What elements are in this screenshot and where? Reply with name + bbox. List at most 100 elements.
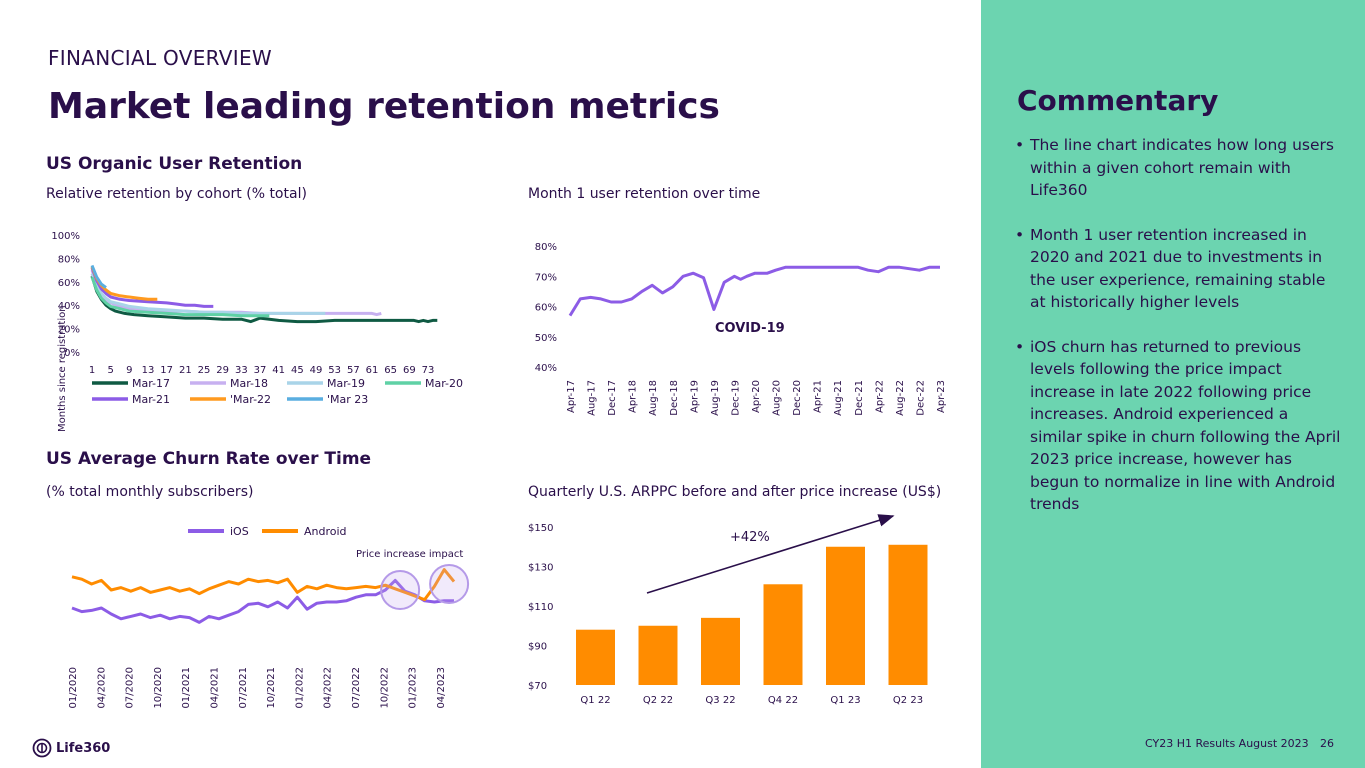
cohort-x-tick: 25 bbox=[198, 365, 211, 376]
legend-label: Mar-19 bbox=[327, 377, 365, 390]
legend-label: Android bbox=[304, 525, 347, 538]
commentary-bullet: The line chart indicates how long users … bbox=[1015, 134, 1345, 202]
churn-x-tick: 04/2020 bbox=[96, 667, 107, 709]
price-increase-annotation: Price increase impact bbox=[356, 549, 463, 560]
legend-label: Mar-21 bbox=[132, 393, 170, 406]
month1-x-tick: Aug-22 bbox=[895, 380, 906, 416]
arppc-x-tick: Q1 22 bbox=[580, 695, 610, 706]
cohort-x-tick: 73 bbox=[422, 365, 435, 376]
legend-label: 'Mar 23 bbox=[327, 393, 368, 406]
cohort-x-tick: 61 bbox=[366, 365, 379, 376]
churn-x-tick: 04/2023 bbox=[436, 667, 447, 709]
cohort-series-line bbox=[90, 273, 326, 315]
cohort-y-tick: 20% bbox=[58, 325, 80, 336]
churn-x-tick: 01/2022 bbox=[294, 667, 305, 709]
arppc-bar bbox=[638, 625, 678, 685]
covid-label: COVID-19 bbox=[715, 321, 785, 336]
cohort-retention-chart: 0% 20% 40% 60% 80% 100% 1 5 9 13 17 21 25 29 33 37 41 45… bbox=[51, 231, 463, 432]
churn-chart-title: (% total monthly subscribers) bbox=[46, 484, 254, 500]
footer-caption: CY23 H1 Results August 2023 bbox=[1145, 737, 1309, 750]
month1-x-tick: Aug-20 bbox=[772, 380, 783, 416]
cohort-x-tick: 17 bbox=[160, 365, 173, 376]
month1-retention-chart: 40% 50% 60% 70% 80% Apr-17 Aug-17 Dec-17 Apr-18… bbox=[535, 242, 947, 416]
month1-x-tick: Dec-22 bbox=[915, 380, 926, 416]
month1-x-tick: Apr-17 bbox=[566, 380, 577, 413]
arppc-y-tick: $70 bbox=[528, 681, 547, 692]
month1-y-tick: 70% bbox=[535, 272, 557, 283]
cohort-x-tick: 1 bbox=[89, 365, 95, 376]
month1-x-tick: Apr-19 bbox=[689, 380, 700, 413]
cohort-x-tick: 41 bbox=[272, 365, 285, 376]
month1-x-tick: Apr-21 bbox=[813, 380, 824, 413]
arppc-x-tick: Q2 22 bbox=[643, 695, 673, 706]
arppc-y-tick: $90 bbox=[528, 642, 547, 653]
churn-x-tick: 01/2020 bbox=[68, 667, 79, 709]
cohort-x-tick: 21 bbox=[179, 365, 192, 376]
page-title: Market leading retention metrics bbox=[48, 86, 720, 127]
month1-x-tick: Apr-18 bbox=[628, 380, 639, 413]
churn-section-title: US Average Churn Rate over Time bbox=[46, 449, 372, 469]
legend-label: iOS bbox=[230, 525, 249, 538]
month1-y-tick: 40% bbox=[535, 363, 557, 374]
churn-x-tick: 10/2022 bbox=[379, 667, 390, 709]
arppc-y-tick: $150 bbox=[528, 523, 553, 534]
legend-label: Mar-18 bbox=[230, 377, 268, 390]
churn-x-tick: 10/2020 bbox=[153, 667, 164, 709]
arppc-chart-title: Quarterly U.S. ARPPC before and after pr… bbox=[528, 484, 942, 500]
month1-x-tick: Apr-23 bbox=[936, 380, 947, 413]
arppc-bar bbox=[888, 544, 928, 685]
churn-x-tick: 07/2020 bbox=[125, 667, 136, 709]
month1-x-tick: Aug-17 bbox=[587, 380, 598, 416]
churn-series-line bbox=[71, 578, 454, 624]
cohort-x-tick: 9 bbox=[126, 365, 132, 376]
churn-series-line bbox=[71, 568, 456, 602]
cohort-series-line bbox=[90, 275, 438, 324]
legend-label: Mar-17 bbox=[132, 377, 170, 390]
page-number: 26 bbox=[1320, 737, 1334, 750]
cohort-x-tick: 5 bbox=[107, 365, 113, 376]
cohort-y-tick: 80% bbox=[58, 254, 80, 265]
cohort-series-line bbox=[90, 267, 214, 308]
month1-x-tick: Apr-22 bbox=[874, 380, 885, 413]
commentary-bullet: iOS churn has returned to previous level… bbox=[1015, 336, 1345, 516]
cohort-y-tick: 40% bbox=[58, 301, 80, 312]
cohort-x-tick: 49 bbox=[310, 365, 323, 376]
highlight-circle bbox=[380, 570, 421, 610]
arppc-x-tick: Q3 22 bbox=[705, 695, 735, 706]
arppc-bar-chart: $70 $90 $110 $130 $150 Q1 22 Q2 22 Q3 22 Q4 22 Q… bbox=[528, 514, 928, 706]
arppc-bar bbox=[826, 546, 865, 685]
churn-x-tick: 01/2021 bbox=[181, 667, 192, 709]
cohort-x-tick: 13 bbox=[142, 365, 155, 376]
cohort-x-tick: 33 bbox=[235, 365, 248, 376]
section-label: FINANCIAL OVERVIEW bbox=[48, 46, 272, 70]
covid-annotation: COVID-19 bbox=[715, 321, 785, 336]
legend-label: Mar-20 bbox=[425, 377, 463, 390]
arppc-x-tick: Q4 22 bbox=[768, 695, 798, 706]
month1-y-tick: 50% bbox=[535, 333, 557, 344]
life360-logo: Life360 bbox=[32, 738, 110, 758]
month1-x-tick: Aug-18 bbox=[648, 380, 659, 416]
churn-x-tick: 04/2022 bbox=[323, 667, 334, 709]
month1-line bbox=[568, 265, 940, 317]
logo-text: Life360 bbox=[56, 740, 111, 756]
month1-x-tick: Dec-17 bbox=[607, 380, 618, 416]
growth-label: +42% bbox=[730, 530, 770, 545]
arppc-bar bbox=[701, 617, 740, 685]
churn-x-tick: 07/2021 bbox=[238, 667, 249, 709]
commentary-bullet: Month 1 user retention increased in 2020… bbox=[1015, 224, 1345, 314]
cohort-y-tick: 0% bbox=[64, 348, 80, 359]
month1-x-tick: Apr-20 bbox=[751, 380, 762, 413]
cohort-series-line bbox=[90, 276, 270, 318]
arppc-x-tick: Q1 23 bbox=[830, 695, 860, 706]
highlight-circle bbox=[429, 564, 470, 604]
commentary-title: Commentary bbox=[1017, 84, 1219, 117]
cohort-x-tick: 53 bbox=[328, 365, 341, 376]
retention-section-title: US Organic User Retention bbox=[46, 154, 303, 174]
month1-x-tick: Dec-21 bbox=[854, 380, 865, 416]
cohort-x-tick: 57 bbox=[347, 365, 360, 376]
arppc-y-tick: $130 bbox=[528, 563, 553, 574]
cohort-x-tick: 37 bbox=[254, 365, 267, 376]
arppc-bar bbox=[763, 584, 803, 685]
cohort-x-tick: 65 bbox=[384, 365, 397, 376]
legend-label: 'Mar-22 bbox=[230, 393, 271, 406]
